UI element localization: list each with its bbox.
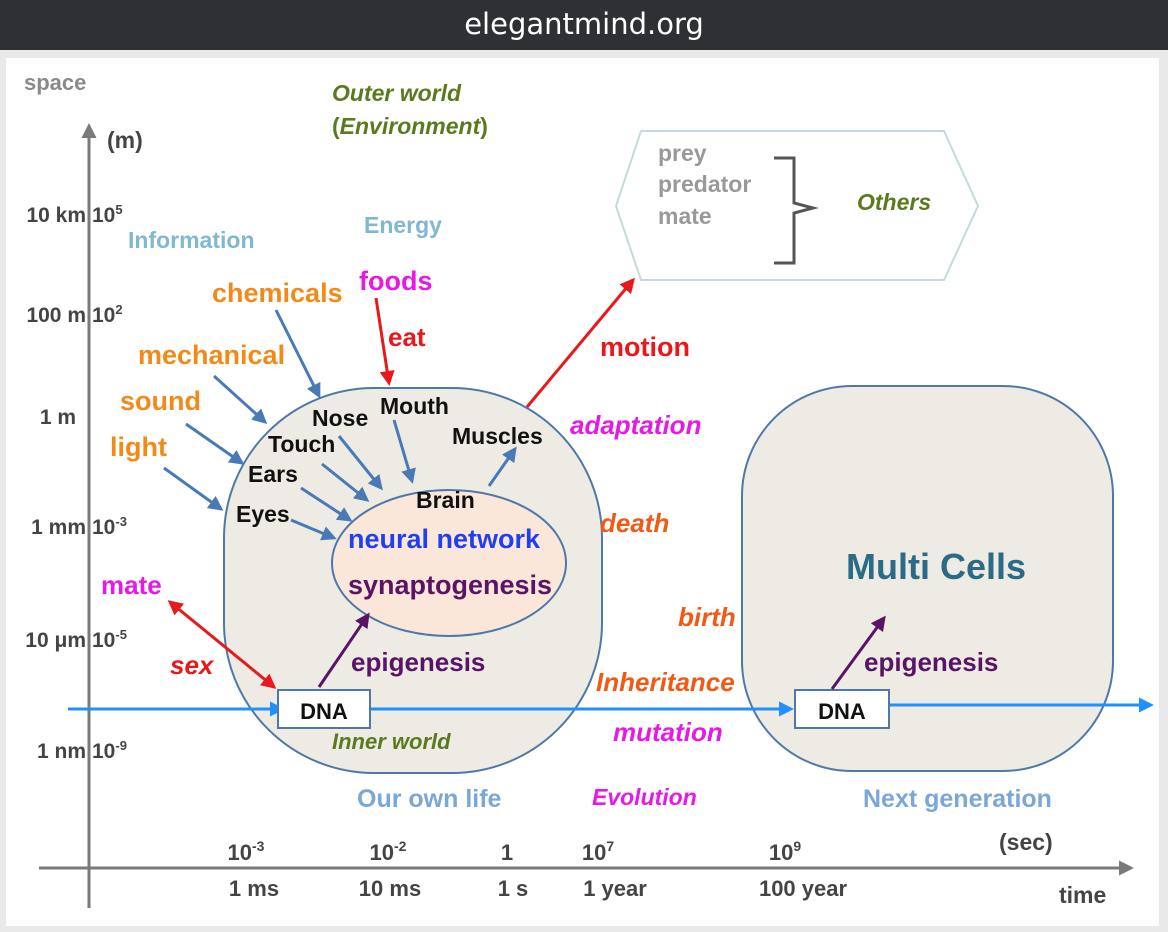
y-tick-name: 1 nm	[37, 740, 86, 763]
brace-icon	[774, 156, 819, 265]
muscles-label: Muscles	[452, 423, 543, 449]
next-generation-body	[741, 385, 1114, 772]
environment-label: (Environment)	[332, 113, 488, 139]
motion-label: motion	[600, 332, 690, 362]
sex-label: sex	[170, 650, 215, 680]
adaptation-label: adaptation	[570, 410, 701, 440]
nose-label: Nose	[312, 405, 368, 431]
dna-box-1	[277, 689, 371, 729]
motion-arrow	[525, 277, 635, 408]
brain-ellipse	[331, 489, 567, 637]
next-generation-label: Next generation	[863, 785, 1052, 813]
muscles-arrow	[487, 446, 517, 487]
y-tick-exp: 10-9	[92, 738, 127, 763]
touch-arrow	[321, 462, 370, 502]
light-arrow	[163, 466, 224, 511]
foods-label: foods	[359, 266, 433, 296]
eyes-arrow	[290, 518, 337, 541]
mouth-arrow	[392, 419, 416, 484]
y-tick-name: 10 μm	[25, 629, 86, 652]
sex-arrow	[167, 600, 277, 689]
y-tick-exp: 102	[92, 302, 123, 327]
information-label: Information	[128, 227, 255, 253]
others-hexagon	[614, 130, 980, 281]
inheritance-label: Inheritance	[596, 667, 735, 697]
dna-box-2	[794, 689, 890, 729]
diagram-canvas: space (m) time (sec) 10 km 105 100 m 102…	[6, 58, 1159, 926]
x-tick-name: 10 ms	[359, 876, 421, 901]
mechanical-arrow	[212, 374, 268, 425]
others-label: Others	[857, 189, 931, 215]
x-axis-label: time	[1059, 882, 1106, 908]
touch-label: Touch	[268, 431, 335, 457]
light-label: light	[110, 432, 167, 462]
epigenesis-arrow-2	[830, 615, 886, 690]
dna-label-2: DNA	[818, 699, 866, 724]
eyes-label: Eyes	[236, 501, 290, 527]
brain-label: Brain	[416, 487, 475, 513]
y-tick-name: 1 mm	[31, 516, 86, 539]
window-title: elegantmind.org	[0, 0, 1168, 50]
our-own-life-label: Our own life	[357, 785, 502, 813]
x-tick-exp: 10-2	[370, 838, 407, 865]
x-tick-exp: 109	[769, 838, 801, 865]
y-axis-unit: (m)	[107, 127, 143, 153]
death-label: death	[600, 508, 669, 538]
y-tick-exp: 10-3	[92, 514, 127, 539]
mechanical-label: mechanical	[138, 340, 285, 370]
x-tick-exp: 107	[582, 838, 614, 865]
chemicals-arrow	[274, 309, 321, 399]
outer-world-label: Outer world	[332, 80, 462, 106]
neural-network-label: neural network	[348, 524, 541, 554]
epigenesis-label-1: epigenesis	[351, 647, 485, 677]
y-tick-name: 100 m	[26, 304, 86, 327]
energy-label: Energy	[364, 212, 442, 238]
x-axis-unit: (sec)	[999, 829, 1053, 855]
y-axis-label: space	[24, 70, 86, 95]
y-tick-exp: 10-5	[92, 627, 127, 652]
epigenesis-label-2: epigenesis	[864, 647, 998, 677]
mate-label: mate	[101, 570, 162, 600]
diagram-svg: space (m) time (sec) 10 km 105 100 m 102…	[24, 70, 1154, 908]
birth-label: birth	[678, 602, 736, 632]
evolution-label: Evolution	[592, 784, 697, 810]
multi-cells-label: Multi Cells	[846, 546, 1026, 587]
y-tick-exp: 105	[92, 202, 123, 227]
x-tick-name: 1 year	[583, 876, 647, 901]
mutation-label: mutation	[613, 717, 723, 747]
foods-arrow	[374, 297, 395, 386]
inner-world-label: Inner world	[332, 729, 451, 754]
predator-label: predator	[658, 171, 751, 197]
ears-label: Ears	[248, 461, 298, 487]
ears-arrow	[300, 486, 353, 522]
mouth-label: Mouth	[380, 393, 449, 419]
prey-label: prey	[658, 140, 707, 166]
eat-label: eat	[388, 322, 426, 352]
y-tick-name: 10 km	[26, 204, 86, 227]
dna-label-1: DNA	[300, 699, 348, 724]
x-tick-name: 1 ms	[229, 876, 279, 901]
synaptogenesis-label: synaptogenesis	[348, 570, 552, 600]
chemicals-label: chemicals	[212, 278, 343, 308]
sound-arrow	[185, 422, 245, 465]
epigenesis-arrow-1	[317, 612, 370, 688]
sound-label: sound	[120, 386, 201, 416]
x-tick-exp: 10-3	[228, 838, 265, 865]
x-tick-name: 100 year	[759, 876, 848, 901]
mate-other-label: mate	[658, 203, 712, 229]
nose-arrow	[337, 435, 383, 491]
y-tick-name: 1 m	[40, 406, 76, 429]
x-tick-name: 1 s	[498, 876, 529, 901]
x-tick-exp: 1	[501, 840, 513, 865]
